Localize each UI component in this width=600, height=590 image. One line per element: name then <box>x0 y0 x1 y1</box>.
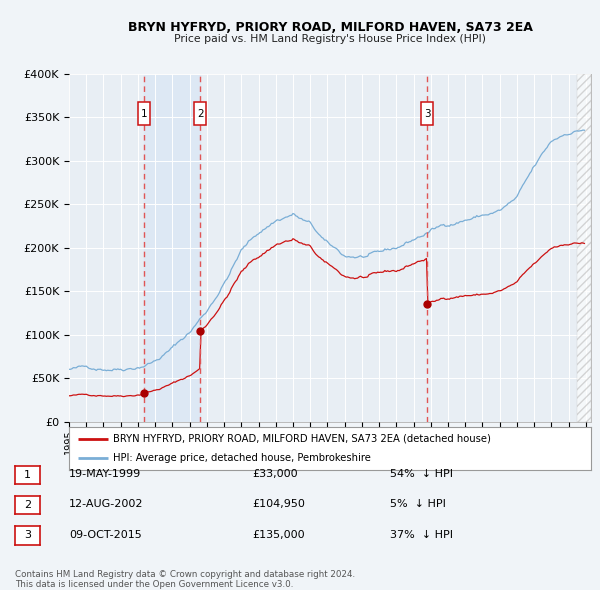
Text: 5%  ↓ HPI: 5% ↓ HPI <box>390 500 446 509</box>
Text: £104,950: £104,950 <box>252 500 305 509</box>
Text: This data is licensed under the Open Government Licence v3.0.: This data is licensed under the Open Gov… <box>15 579 293 589</box>
Text: HPI: Average price, detached house, Pembrokeshire: HPI: Average price, detached house, Pemb… <box>113 453 371 463</box>
Text: 1: 1 <box>24 470 31 480</box>
Text: 2: 2 <box>197 109 203 119</box>
Text: £135,000: £135,000 <box>252 530 305 539</box>
Text: 1: 1 <box>141 109 148 119</box>
Text: 19-MAY-1999: 19-MAY-1999 <box>69 470 141 479</box>
Text: 3: 3 <box>24 530 31 540</box>
Text: 09-OCT-2015: 09-OCT-2015 <box>69 530 142 539</box>
Text: Contains HM Land Registry data © Crown copyright and database right 2024.: Contains HM Land Registry data © Crown c… <box>15 570 355 579</box>
Text: 12-AUG-2002: 12-AUG-2002 <box>69 500 143 509</box>
Bar <box>144 74 200 422</box>
Text: 37%  ↓ HPI: 37% ↓ HPI <box>390 530 453 539</box>
Text: 3: 3 <box>424 109 430 119</box>
Text: 54%  ↓ HPI: 54% ↓ HPI <box>390 470 453 479</box>
Text: BRYN HYFRYD, PRIORY ROAD, MILFORD HAVEN, SA73 2EA: BRYN HYFRYD, PRIORY ROAD, MILFORD HAVEN,… <box>128 21 532 34</box>
FancyBboxPatch shape <box>138 103 151 125</box>
FancyBboxPatch shape <box>421 103 433 125</box>
Text: BRYN HYFRYD, PRIORY ROAD, MILFORD HAVEN, SA73 2EA (detached house): BRYN HYFRYD, PRIORY ROAD, MILFORD HAVEN,… <box>113 434 491 444</box>
Text: Price paid vs. HM Land Registry's House Price Index (HPI): Price paid vs. HM Land Registry's House … <box>174 34 486 44</box>
Text: £33,000: £33,000 <box>252 470 298 479</box>
Text: 2: 2 <box>24 500 31 510</box>
FancyBboxPatch shape <box>194 103 206 125</box>
